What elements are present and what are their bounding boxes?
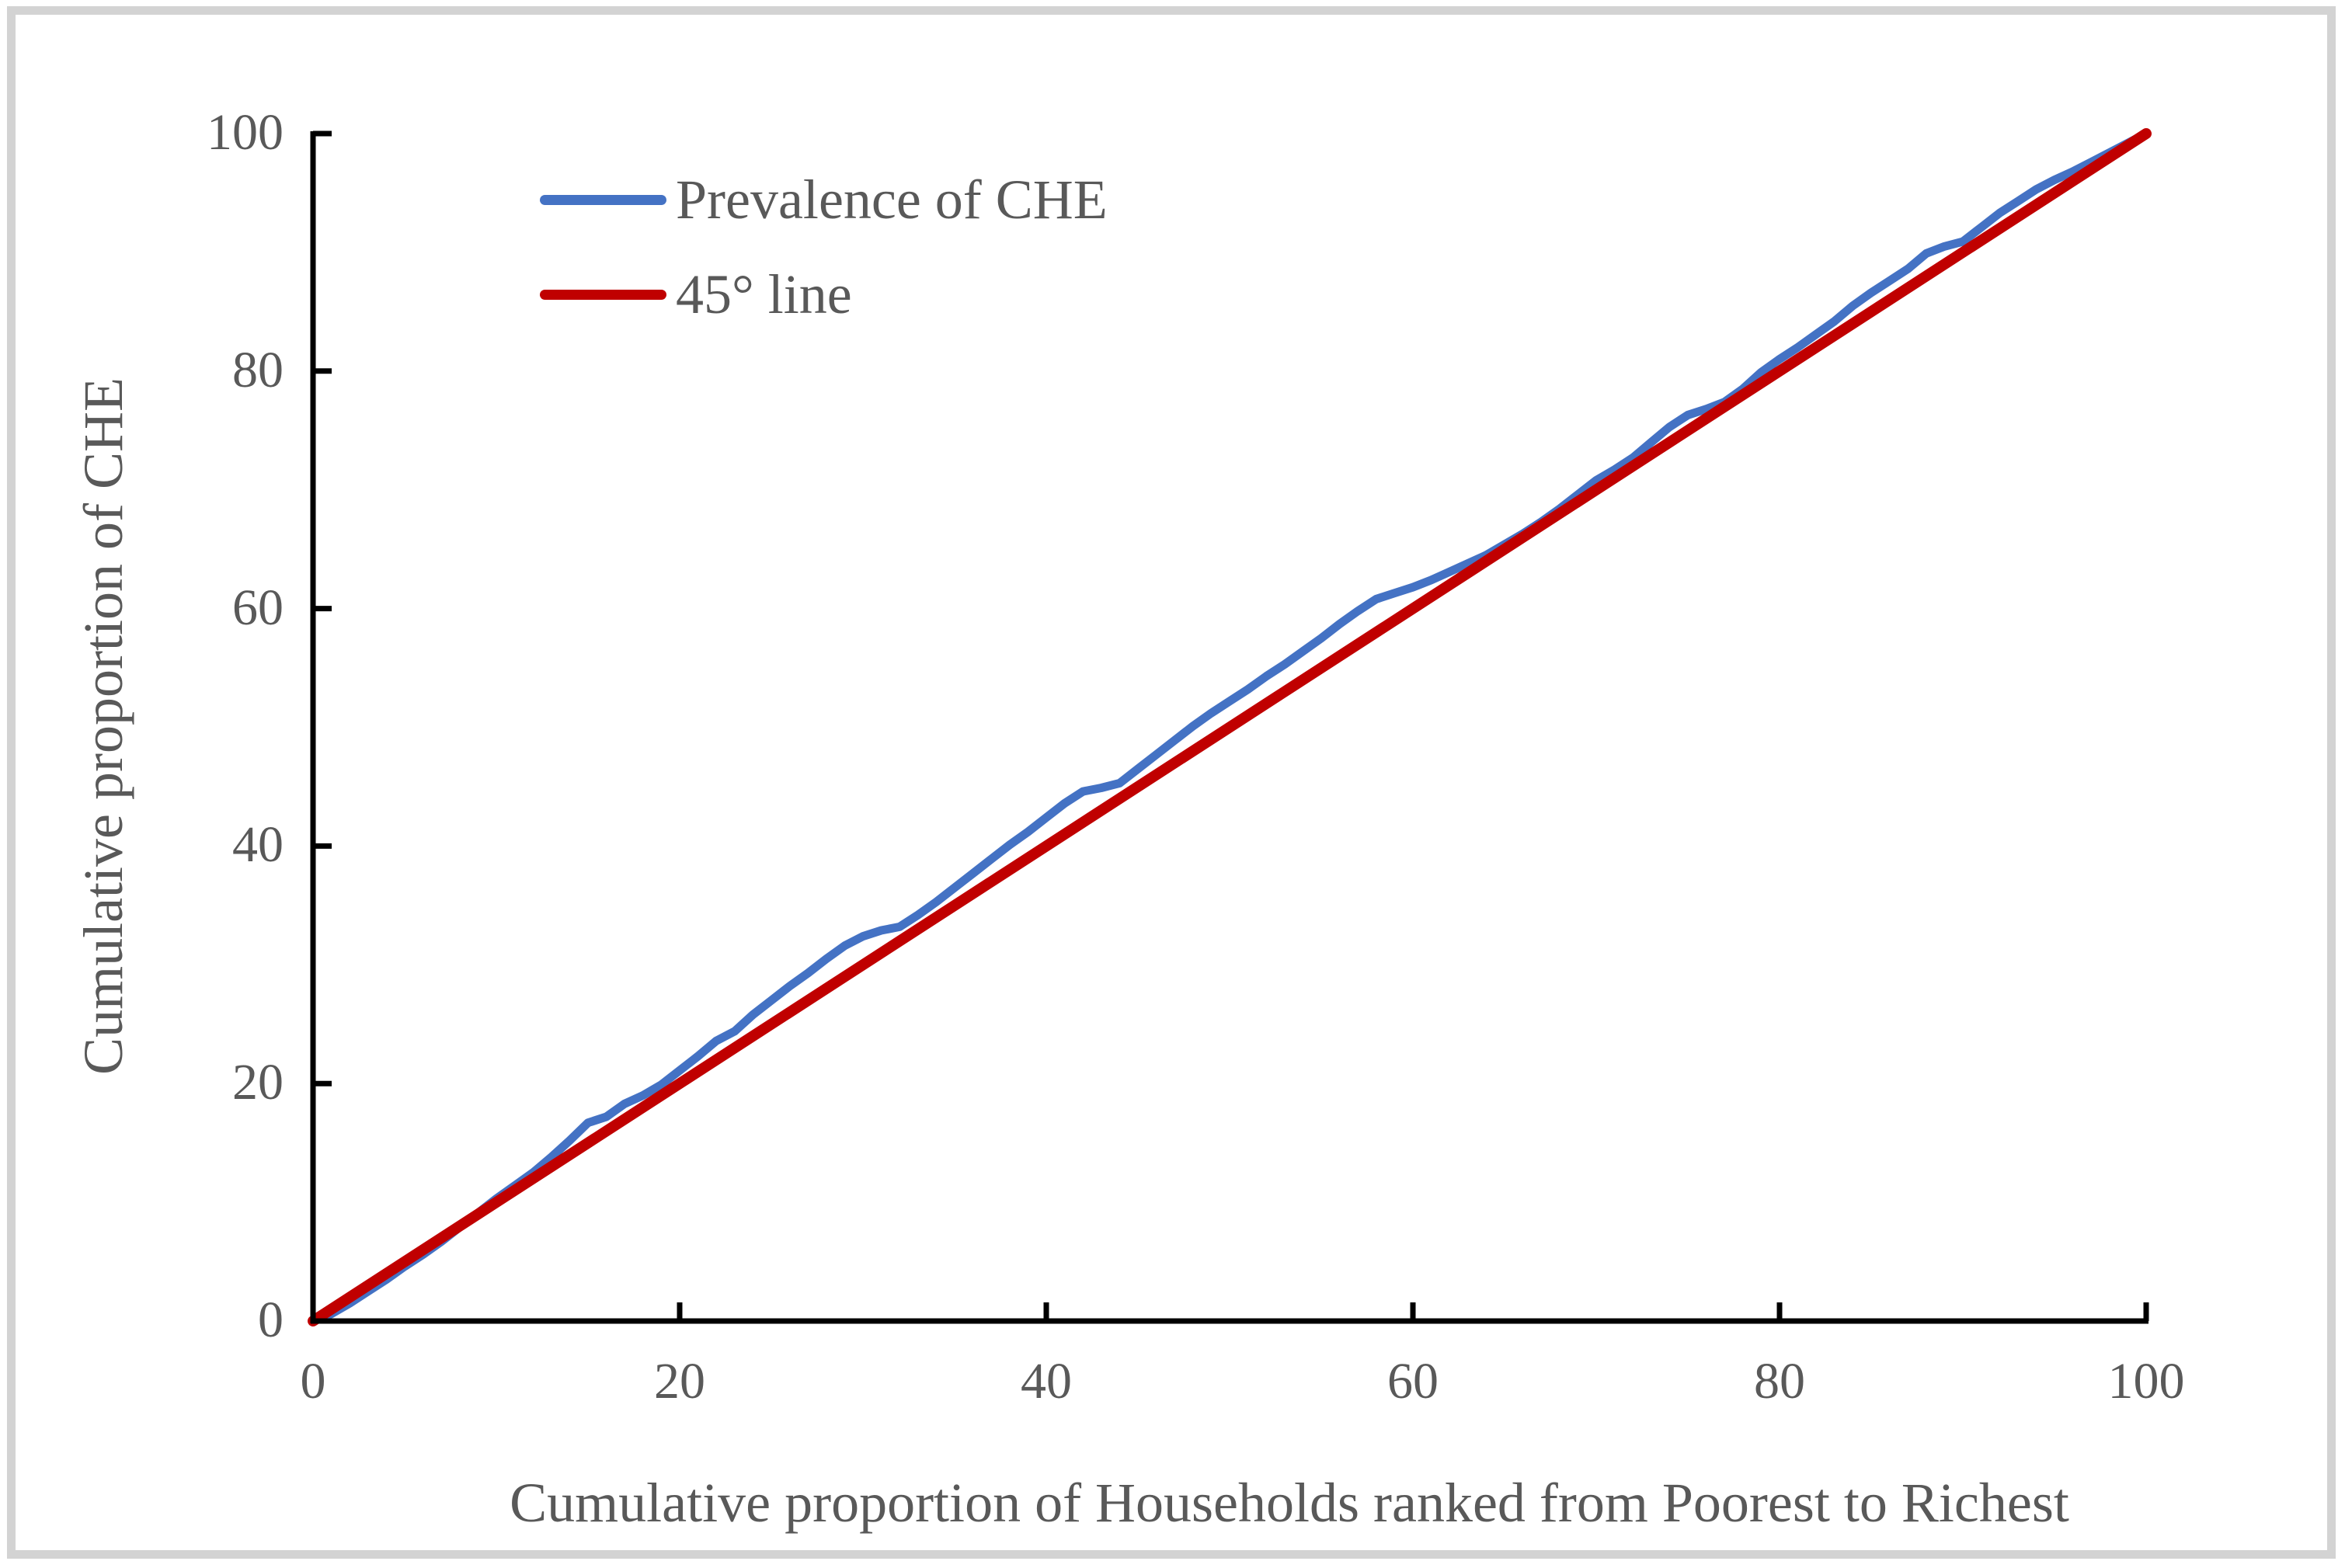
y-axis-tick-label: 40 — [232, 816, 284, 874]
legend-label: Prevalence of CHE — [676, 169, 1108, 231]
x-axis-tick-label: 60 — [1387, 1353, 1439, 1410]
y-axis-title: Cumulative proportion of CHE — [72, 377, 134, 1075]
series-line-45-degree — [308, 128, 2152, 1326]
x-axis-tick-label: 80 — [1754, 1353, 1805, 1410]
y-axis-tick-label: 80 — [232, 341, 284, 398]
y-axis-tick-label: 60 — [232, 579, 284, 636]
x-axis-title: Cumulative proportion of Households rank… — [510, 1472, 2069, 1534]
x-axis-tick-label: 100 — [2107, 1353, 2185, 1410]
legend-label: 45° line — [676, 263, 852, 325]
legend-item-prevalence-of-che: Prevalence of CHE — [540, 165, 1108, 235]
x-axis-tick-label: 40 — [1021, 1353, 1072, 1410]
legend: Prevalence of CHE 45° line — [540, 165, 1108, 354]
legend-line-swatch-red — [540, 289, 666, 300]
y-axis-tick-label: 100 — [207, 104, 284, 161]
legend-line-swatch-blue — [540, 194, 666, 205]
x-axis-tick-label: 20 — [654, 1353, 705, 1410]
x-axis-tick-label: 0 — [300, 1353, 326, 1410]
series-line-prevalence-of-che — [308, 129, 2151, 1326]
y-axis-tick-label: 20 — [232, 1054, 284, 1111]
legend-item-45-degree-line: 45° line — [540, 259, 1108, 329]
y-axis-tick-label: 0 — [258, 1292, 284, 1348]
